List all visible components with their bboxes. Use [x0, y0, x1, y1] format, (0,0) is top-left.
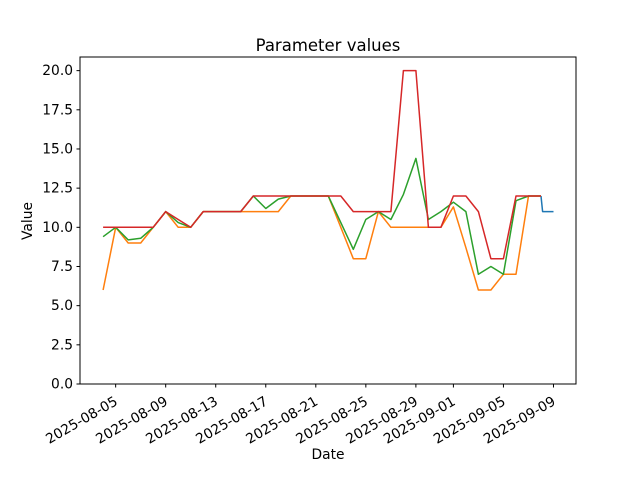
chart-title: Parameter values	[256, 36, 401, 55]
y-tick-label: 20.0	[42, 63, 73, 79]
y-tick-label: 7.5	[51, 259, 73, 275]
y-tick-label: 2.5	[51, 337, 73, 353]
series-red-line	[103, 69, 541, 260]
plot-area-border	[79, 56, 577, 385]
y-tick-label: 15.0	[42, 141, 73, 157]
x-axis-label: Date	[312, 447, 345, 463]
y-tick-label: 5.0	[51, 298, 73, 314]
y-tick-label: 17.5	[42, 102, 73, 118]
series-blue-line	[540, 195, 554, 213]
y-axis-label: Value	[20, 202, 36, 240]
y-axis-ticks: 0.0 2.5 5.0 7.5 10.0 12.5 15.0 17.5 20.0	[42, 63, 80, 393]
series-lines	[102, 69, 554, 291]
y-tick-label: 10.0	[42, 220, 73, 236]
y-tick-label: 12.5	[42, 181, 73, 197]
y-tick-label: 0.0	[51, 377, 73, 393]
